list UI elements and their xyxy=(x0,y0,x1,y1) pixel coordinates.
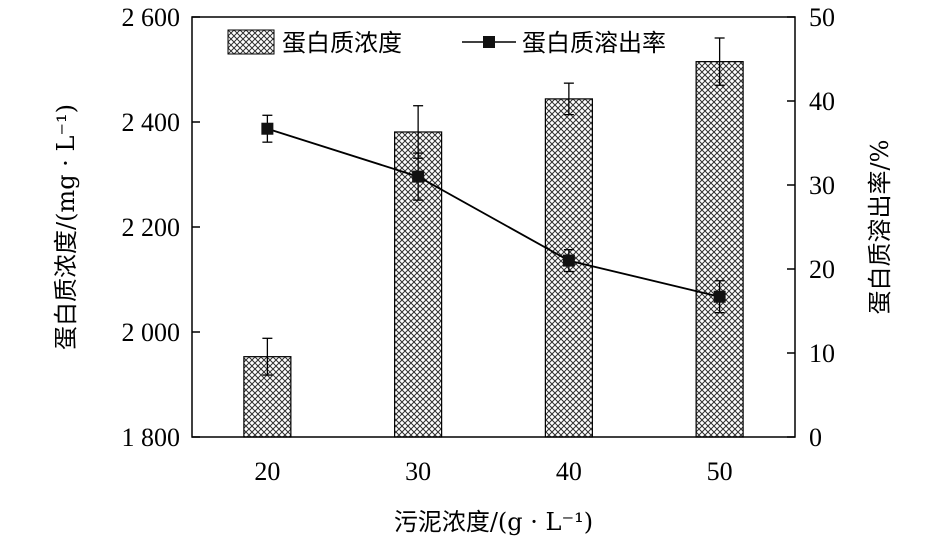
left-axis-ticks: 1 800 2 000 2 200 2 400 2 600 xyxy=(122,3,200,452)
x-axis-ticks: 20 30 40 50 xyxy=(254,457,732,486)
left-axis-tick-label: 2 200 xyxy=(122,213,181,242)
right-axis-tick-label: 30 xyxy=(809,171,835,200)
y-axis-right-label: 蛋白质溶出率/% xyxy=(866,140,894,315)
errorbar-layer xyxy=(262,37,725,376)
right-axis-tick-label: 50 xyxy=(809,3,835,32)
x-axis-label: 污泥浓度/(g · L⁻¹) xyxy=(394,508,593,536)
x-axis-tick-label: 30 xyxy=(405,457,431,486)
left-axis-tick-label: 2 400 xyxy=(122,108,181,137)
line-point-marker xyxy=(713,290,726,303)
y-axis-left-label: 蛋白质浓度/(mg · L⁻¹) xyxy=(52,104,80,350)
line-point-marker xyxy=(562,254,575,267)
legend-bar-label: 蛋白质浓度 xyxy=(282,29,402,57)
line-point-marker xyxy=(261,122,274,135)
right-axis-tick-label: 40 xyxy=(809,87,835,116)
legend: 蛋白质浓度 蛋白质溶出率 xyxy=(227,29,666,57)
x-axis-tick-label: 20 xyxy=(254,457,280,486)
line-point-marker xyxy=(412,170,425,183)
line-layer xyxy=(261,114,726,314)
x-axis-tick-label: 50 xyxy=(707,457,733,486)
bars-layer xyxy=(243,61,744,438)
right-axis-tick-label: 10 xyxy=(809,339,835,368)
bar xyxy=(695,61,744,438)
right-axis-tick-label: 0 xyxy=(809,423,822,452)
legend-line-marker xyxy=(483,36,495,48)
left-axis-tick-label: 1 800 xyxy=(122,423,181,452)
line-series xyxy=(267,127,720,298)
legend-bar-swatch xyxy=(227,29,275,55)
legend-line-label: 蛋白质溶出率 xyxy=(522,29,666,57)
right-axis-tick-label: 20 xyxy=(809,255,835,284)
x-axis-tick-label: 40 xyxy=(556,457,582,486)
left-axis-tick-label: 2 600 xyxy=(122,3,181,32)
right-axis-ticks: 0 10 20 30 40 50 xyxy=(787,3,835,452)
left-axis-tick-label: 2 000 xyxy=(122,318,181,347)
